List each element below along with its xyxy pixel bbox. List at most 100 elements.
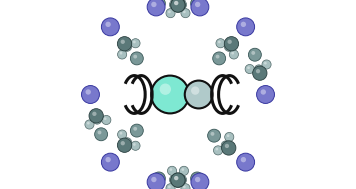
- Circle shape: [216, 39, 225, 48]
- Circle shape: [102, 115, 111, 125]
- Circle shape: [155, 0, 159, 4]
- Circle shape: [130, 124, 143, 137]
- Circle shape: [166, 9, 175, 18]
- Circle shape: [183, 186, 186, 188]
- Circle shape: [262, 60, 271, 69]
- Circle shape: [241, 22, 246, 27]
- Circle shape: [147, 0, 165, 16]
- Circle shape: [248, 48, 261, 61]
- Circle shape: [174, 176, 178, 180]
- Circle shape: [208, 129, 221, 142]
- Circle shape: [171, 0, 185, 12]
- Circle shape: [191, 173, 209, 189]
- Circle shape: [105, 157, 111, 162]
- Circle shape: [191, 86, 199, 95]
- Circle shape: [225, 144, 229, 148]
- Circle shape: [179, 2, 182, 5]
- Circle shape: [87, 122, 90, 125]
- Circle shape: [147, 173, 165, 189]
- Circle shape: [130, 52, 143, 65]
- Circle shape: [237, 18, 255, 36]
- Circle shape: [257, 86, 274, 103]
- Circle shape: [151, 2, 157, 7]
- Circle shape: [179, 177, 182, 180]
- Circle shape: [166, 184, 175, 189]
- Circle shape: [227, 40, 232, 44]
- Circle shape: [247, 66, 250, 69]
- Circle shape: [122, 138, 132, 147]
- Circle shape: [210, 132, 214, 136]
- Circle shape: [155, 175, 159, 179]
- Circle shape: [181, 184, 190, 189]
- Circle shape: [117, 37, 132, 51]
- Circle shape: [171, 0, 185, 12]
- Circle shape: [92, 112, 96, 116]
- Circle shape: [195, 2, 200, 7]
- Circle shape: [151, 76, 189, 113]
- Circle shape: [174, 1, 178, 5]
- Circle shape: [182, 168, 184, 171]
- Circle shape: [172, 177, 174, 180]
- Circle shape: [237, 153, 255, 171]
- Circle shape: [231, 52, 234, 55]
- Circle shape: [218, 41, 221, 43]
- Circle shape: [221, 141, 236, 155]
- Circle shape: [168, 11, 171, 13]
- Circle shape: [169, 168, 172, 171]
- Circle shape: [93, 115, 102, 124]
- Circle shape: [261, 89, 266, 95]
- Circle shape: [152, 0, 165, 10]
- Circle shape: [168, 186, 171, 188]
- Circle shape: [85, 89, 91, 95]
- Circle shape: [183, 11, 186, 13]
- Circle shape: [122, 42, 132, 51]
- Circle shape: [120, 132, 122, 135]
- Circle shape: [256, 69, 260, 73]
- Circle shape: [181, 9, 190, 18]
- Circle shape: [131, 141, 140, 150]
- Circle shape: [264, 62, 267, 65]
- Circle shape: [125, 140, 127, 142]
- Circle shape: [104, 117, 106, 120]
- Circle shape: [195, 177, 200, 182]
- Circle shape: [101, 153, 119, 171]
- Circle shape: [241, 157, 246, 162]
- Circle shape: [177, 0, 187, 9]
- Circle shape: [133, 127, 137, 131]
- Circle shape: [95, 128, 108, 141]
- Circle shape: [125, 44, 127, 47]
- Circle shape: [120, 52, 122, 55]
- Circle shape: [151, 177, 157, 182]
- Circle shape: [221, 141, 230, 150]
- Circle shape: [98, 131, 101, 134]
- Circle shape: [171, 173, 185, 187]
- Circle shape: [171, 173, 185, 187]
- Circle shape: [117, 130, 127, 139]
- Circle shape: [95, 117, 98, 120]
- Circle shape: [121, 141, 125, 145]
- Circle shape: [133, 41, 136, 43]
- Circle shape: [169, 0, 179, 9]
- Circle shape: [179, 166, 189, 175]
- Circle shape: [121, 40, 125, 44]
- Circle shape: [227, 134, 230, 137]
- Circle shape: [174, 1, 178, 5]
- Circle shape: [174, 176, 178, 180]
- Circle shape: [177, 175, 187, 184]
- Circle shape: [216, 55, 220, 59]
- Circle shape: [214, 146, 222, 155]
- Circle shape: [82, 86, 99, 103]
- Circle shape: [172, 2, 174, 5]
- Circle shape: [223, 143, 226, 146]
- Circle shape: [229, 50, 239, 59]
- Circle shape: [194, 175, 198, 179]
- Circle shape: [131, 39, 140, 48]
- Circle shape: [185, 81, 213, 108]
- Circle shape: [101, 18, 119, 36]
- Circle shape: [152, 172, 165, 185]
- Circle shape: [215, 148, 218, 150]
- Circle shape: [133, 55, 137, 59]
- Circle shape: [254, 65, 263, 74]
- Circle shape: [194, 0, 198, 4]
- Circle shape: [224, 37, 239, 51]
